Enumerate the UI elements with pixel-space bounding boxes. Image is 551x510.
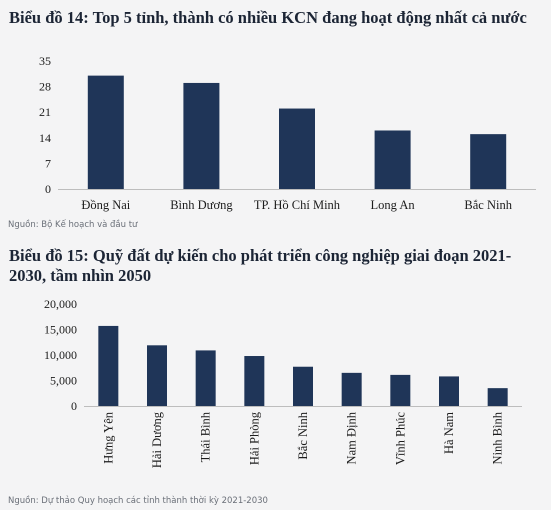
chart2-svg: 0 5,000 10,000 15,000 20,000 Hưng Yên Hải Dươn… bbox=[44, 297, 522, 468]
chart2-ytick-label: 5,000 bbox=[50, 374, 77, 388]
chart1-bar bbox=[279, 108, 315, 189]
chart2-bar bbox=[293, 366, 313, 406]
chart2-xtick-label: Hà Nam bbox=[442, 412, 456, 454]
chart2-title: Biểu đồ 15: Quỹ đất dự kiến cho phát tri… bbox=[9, 246, 512, 285]
chart1-xtick-label: Bắc Ninh bbox=[464, 198, 512, 212]
chart2-xtick-label: Thái Bình bbox=[199, 411, 213, 462]
chart2-bar bbox=[195, 350, 216, 406]
chart2-source: Nguồn: Dự thảo Quy hoạch các tỉnh thành … bbox=[8, 496, 268, 506]
chart2-bar bbox=[341, 372, 362, 406]
chart2-xtick-label: Nam Định bbox=[345, 411, 359, 464]
chart2-xtick-label: Hưng Yên bbox=[101, 411, 115, 464]
chart2-ytick-label: 10,000 bbox=[44, 348, 77, 362]
chart1-xtick-label: TP. Hồ Chí Minh bbox=[254, 198, 341, 212]
chart2-bar bbox=[390, 374, 411, 406]
chart2-bar bbox=[98, 325, 119, 406]
chart1-bar bbox=[470, 134, 507, 189]
chart2-ytick-label: 0 bbox=[71, 399, 77, 413]
chart2-xtick-label: Ninh Bình bbox=[491, 411, 505, 464]
chart1-ytick-label: 0 bbox=[45, 182, 51, 196]
chart1-title: Biểu đồ 14: Top 5 tỉnh, thành có nhiều K… bbox=[9, 8, 527, 27]
chart2-xtick-label: Bắc Ninh bbox=[296, 411, 310, 459]
chart1-svg: 0 7 14 21 28 35 Đồng Nai Bình Dương TP. Hồ Chí M… bbox=[39, 54, 536, 212]
chart2-ytick-label: 15,000 bbox=[44, 323, 77, 337]
chart1-source: Nguồn: Bộ Kế hoạch và đầu tư bbox=[8, 220, 138, 230]
chart2-bar bbox=[147, 345, 167, 406]
chart1-bar bbox=[374, 130, 411, 189]
chart1-ytick-label: 7 bbox=[45, 156, 51, 170]
chart2-bar bbox=[244, 356, 265, 406]
chart2-xtick-label: Hải Dương bbox=[150, 411, 164, 468]
chart2-bar bbox=[439, 376, 459, 406]
chart1-ytick-label: 14 bbox=[39, 131, 51, 145]
chart1-ytick-label: 35 bbox=[39, 54, 51, 68]
chart1-xtick-label: Bình Dương bbox=[170, 198, 233, 212]
chart1-ytick-label: 28 bbox=[39, 80, 51, 94]
chart1-xtick-label: Long An bbox=[371, 198, 416, 212]
chart2-xtick-label: Hải Phòng bbox=[247, 411, 261, 465]
chart2-ytick-label: 20,000 bbox=[44, 297, 77, 311]
chart1-xtick-label: Đồng Nai bbox=[81, 198, 130, 212]
chart1-bar bbox=[183, 82, 220, 189]
chart2-xtick-label: Vĩnh Phúc bbox=[393, 412, 407, 466]
chart1-bar bbox=[87, 75, 124, 189]
chart2-bar bbox=[487, 388, 508, 406]
chart1-ytick-label: 21 bbox=[39, 105, 51, 119]
